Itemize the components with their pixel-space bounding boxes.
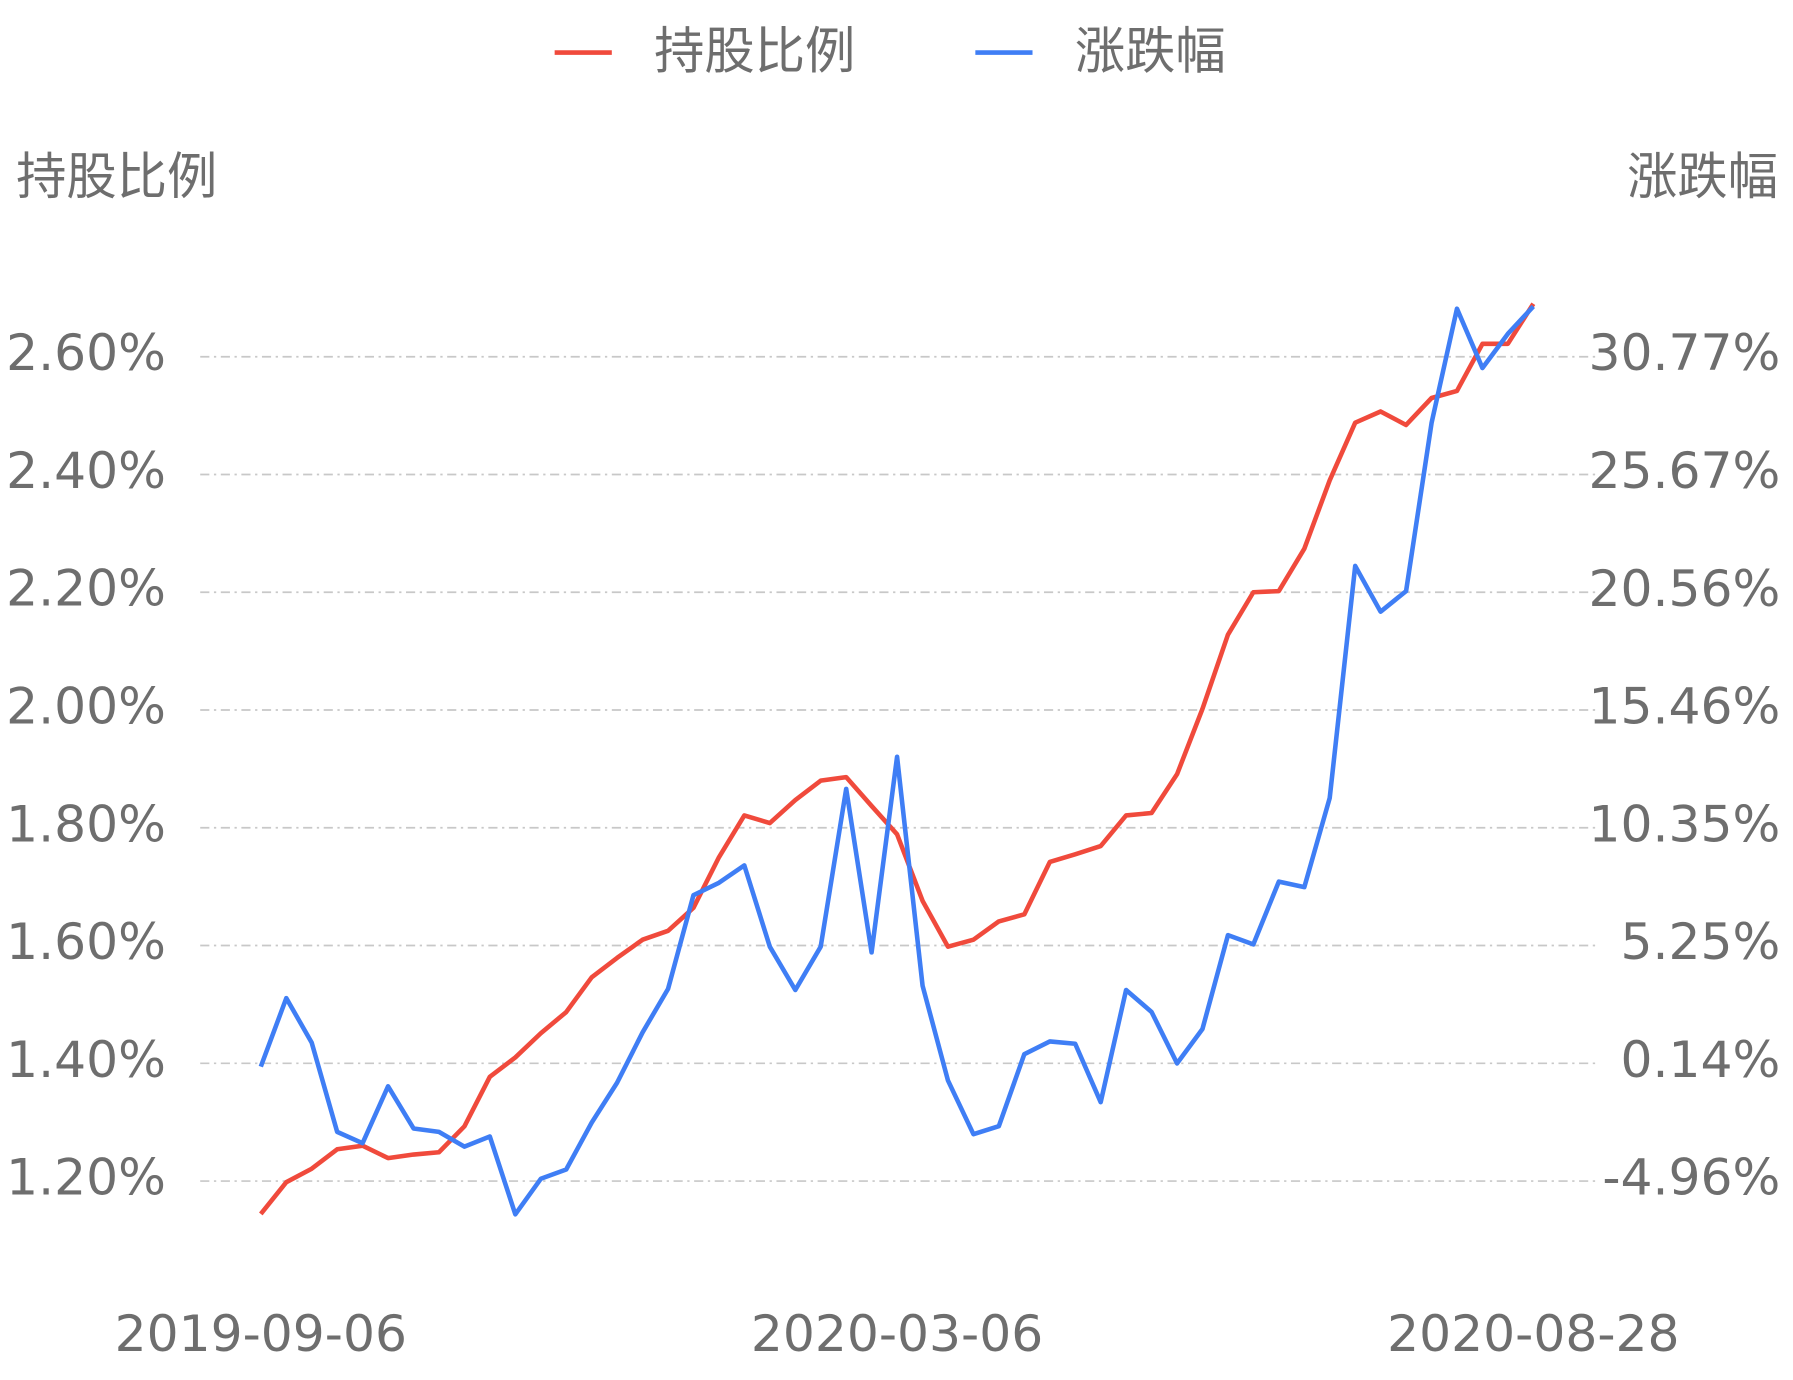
y2-tick-label: 0.14% — [1621, 1030, 1781, 1089]
y-tick-label: 1.80% — [6, 794, 166, 853]
y2-tick-label: 5.25% — [1621, 912, 1781, 971]
y2-tick-label: 20.56% — [1588, 559, 1780, 618]
y2-tick-label: 10.35% — [1588, 794, 1780, 853]
y-tick-label: 1.60% — [6, 912, 166, 971]
y2-tick-label: 25.67% — [1588, 441, 1780, 500]
legend-label: 涨跌幅 — [1075, 21, 1226, 80]
y-tick-label: 1.20% — [6, 1148, 166, 1207]
y-axis-label: 持股比例 — [16, 147, 217, 206]
x-tick-label: 2019-09-06 — [115, 1304, 407, 1363]
y2-tick-label: 30.77% — [1588, 323, 1780, 382]
y2-tick-label: -4.96% — [1602, 1148, 1780, 1207]
y-tick-label: 2.60% — [6, 323, 166, 382]
y2-tick-label: 15.46% — [1588, 676, 1780, 735]
series-line — [258, 304, 1536, 1217]
y2-axis-label: 涨跌幅 — [1627, 147, 1778, 206]
y-tick-label: 2.20% — [6, 559, 166, 618]
x-tick-label: 2020-03-06 — [751, 1304, 1043, 1363]
y-tick-label: 2.40% — [6, 441, 166, 500]
series-line — [259, 302, 1536, 1216]
x-tick-label: 2020-08-28 — [1387, 1304, 1679, 1363]
y-tick-label: 2.00% — [6, 677, 166, 736]
y-tick-label: 1.40% — [6, 1030, 166, 1089]
legend-label: 持股比例 — [654, 21, 855, 80]
